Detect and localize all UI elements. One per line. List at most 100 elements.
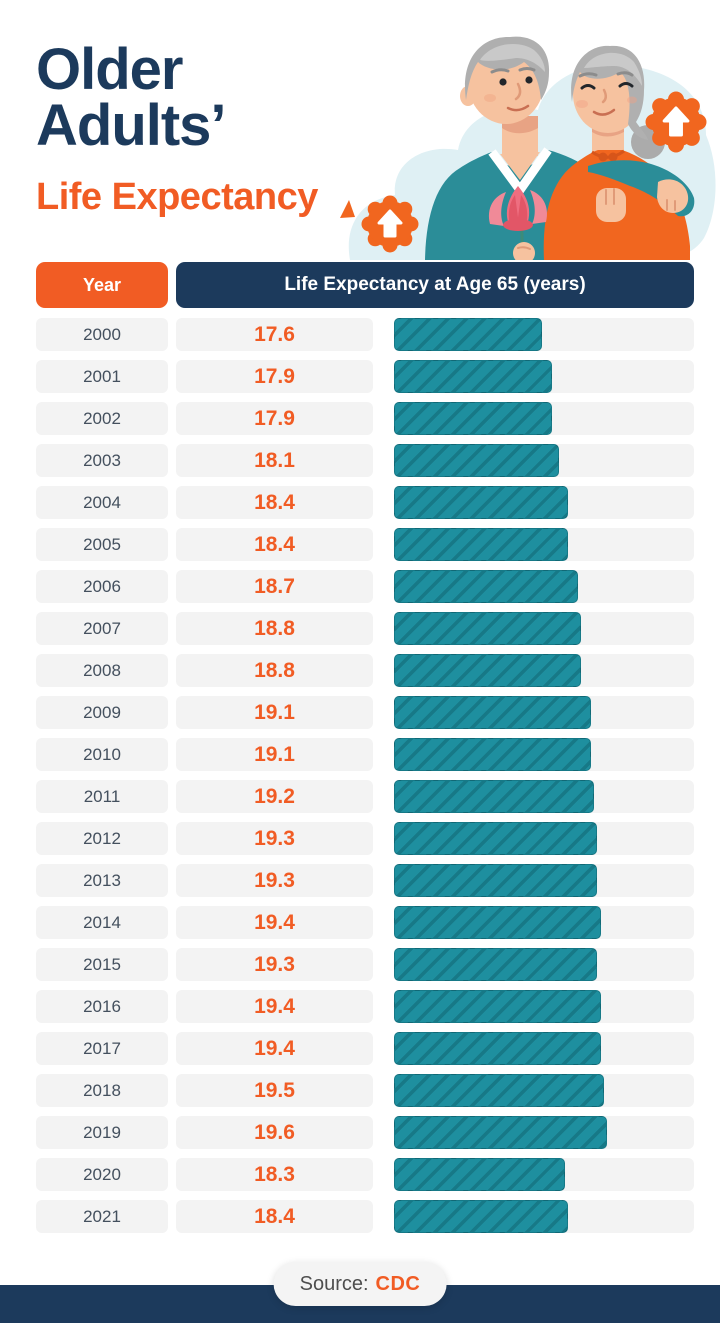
year-cell: 2009 xyxy=(36,696,168,729)
man-hand-on-shoulder xyxy=(657,179,689,213)
year-cell: 2006 xyxy=(36,570,168,603)
bar-track xyxy=(394,402,694,435)
bar-track xyxy=(394,612,694,645)
value-cell: 19.4 xyxy=(176,1032,373,1065)
value-cell: 18.4 xyxy=(176,486,373,519)
value-bar xyxy=(394,822,597,855)
bar-track xyxy=(394,1032,694,1065)
bar-track xyxy=(394,738,694,771)
value-bar xyxy=(394,1032,601,1065)
bar-track xyxy=(394,822,694,855)
up-arrow-gear-icon xyxy=(361,195,419,253)
year-cell: 2018 xyxy=(36,1074,168,1107)
older-couple-illustration xyxy=(340,36,716,260)
bar-track xyxy=(394,1074,694,1107)
table-row: 2011 19.2 xyxy=(36,780,694,813)
table-row: 2013 19.3 xyxy=(36,864,694,897)
table-row: 2014 19.4 xyxy=(36,906,694,939)
table-row: 2020 18.3 xyxy=(36,1158,694,1191)
man-smile xyxy=(506,104,530,112)
decor-fragment xyxy=(340,200,355,218)
value-bar xyxy=(394,1158,565,1191)
year-cell: 2013 xyxy=(36,864,168,897)
man-eye-left xyxy=(499,78,507,86)
bar-track xyxy=(394,1158,694,1191)
woman-hair-highlight xyxy=(584,52,642,86)
woman-bow-left xyxy=(598,152,608,162)
bar-track xyxy=(394,780,694,813)
value-bar xyxy=(394,906,601,939)
year-cell: 2000 xyxy=(36,318,168,351)
table-row: 2006 18.7 xyxy=(36,570,694,603)
flower-petal-left xyxy=(488,192,506,226)
value-bar xyxy=(394,864,597,897)
bar-track xyxy=(394,570,694,603)
year-column-header: Year xyxy=(36,262,168,308)
value-bar xyxy=(394,948,597,981)
woman-bow-right xyxy=(608,152,618,162)
bar-track xyxy=(394,696,694,729)
table-row: 2010 19.1 xyxy=(36,738,694,771)
value-cell: 18.1 xyxy=(176,444,373,477)
value-bar xyxy=(394,402,552,435)
table-row: 2015 19.3 xyxy=(36,948,694,981)
year-cell: 2017 xyxy=(36,1032,168,1065)
value-cell: 17.9 xyxy=(176,402,373,435)
year-cell: 2008 xyxy=(36,654,168,687)
value-bar xyxy=(394,1116,607,1149)
table-row: 2009 19.1 xyxy=(36,696,694,729)
woman-nose xyxy=(601,88,607,104)
value-cell: 19.4 xyxy=(176,906,373,939)
table-row: 2008 18.8 xyxy=(36,654,694,687)
woman-blush-right xyxy=(627,96,637,104)
page-subtitle: Life Expectancy xyxy=(36,176,318,218)
table-row: 2003 18.1 xyxy=(36,444,694,477)
year-cell: 2001 xyxy=(36,360,168,393)
value-cell: 18.8 xyxy=(176,654,373,687)
source-label: Source: xyxy=(299,1272,369,1295)
woman-blush-left xyxy=(576,100,588,108)
bar-track xyxy=(394,528,694,561)
up-arrow-gear-icon xyxy=(645,91,707,153)
year-cell: 2010 xyxy=(36,738,168,771)
value-bar xyxy=(394,528,568,561)
table-row: 2019 19.6 xyxy=(36,1116,694,1149)
year-cell: 2021 xyxy=(36,1200,168,1233)
bar-track xyxy=(394,360,694,393)
bar-track xyxy=(394,864,694,897)
bar-track xyxy=(394,1116,694,1149)
flower-petal-right xyxy=(530,190,548,224)
flower-base xyxy=(503,219,533,231)
holding-fingers xyxy=(517,246,531,250)
value-cell: 17.9 xyxy=(176,360,373,393)
man-blush xyxy=(484,94,496,102)
year-cell: 2011 xyxy=(36,780,168,813)
man-eye-right xyxy=(525,76,533,84)
value-bar xyxy=(394,486,568,519)
year-cell: 2019 xyxy=(36,1116,168,1149)
value-bar xyxy=(394,738,591,771)
table-row: 2000 17.6 xyxy=(36,318,694,351)
value-bar xyxy=(394,654,581,687)
woman-hand-fingers xyxy=(605,188,615,205)
title-line-2: Adults’ xyxy=(36,93,227,158)
year-cell: 2004 xyxy=(36,486,168,519)
value-bar xyxy=(394,318,542,351)
value-cell: 18.4 xyxy=(176,528,373,561)
woman-eyebrows xyxy=(578,71,634,78)
value-cell: 19.3 xyxy=(176,864,373,897)
value-bar xyxy=(394,360,552,393)
value-cell: 19.2 xyxy=(176,780,373,813)
page-title: Older Adults’ Life Expectancy xyxy=(36,41,318,219)
table-row: 2016 19.4 xyxy=(36,990,694,1023)
bar-track xyxy=(394,1200,694,1233)
table-row: 2007 18.8 xyxy=(36,612,694,645)
bar-track xyxy=(394,654,694,687)
value-bar xyxy=(394,1200,568,1233)
value-cell: 18.4 xyxy=(176,1200,373,1233)
value-bar xyxy=(394,1074,604,1107)
value-bar xyxy=(394,444,559,477)
table-row: 2018 19.5 xyxy=(36,1074,694,1107)
bar-track xyxy=(394,906,694,939)
